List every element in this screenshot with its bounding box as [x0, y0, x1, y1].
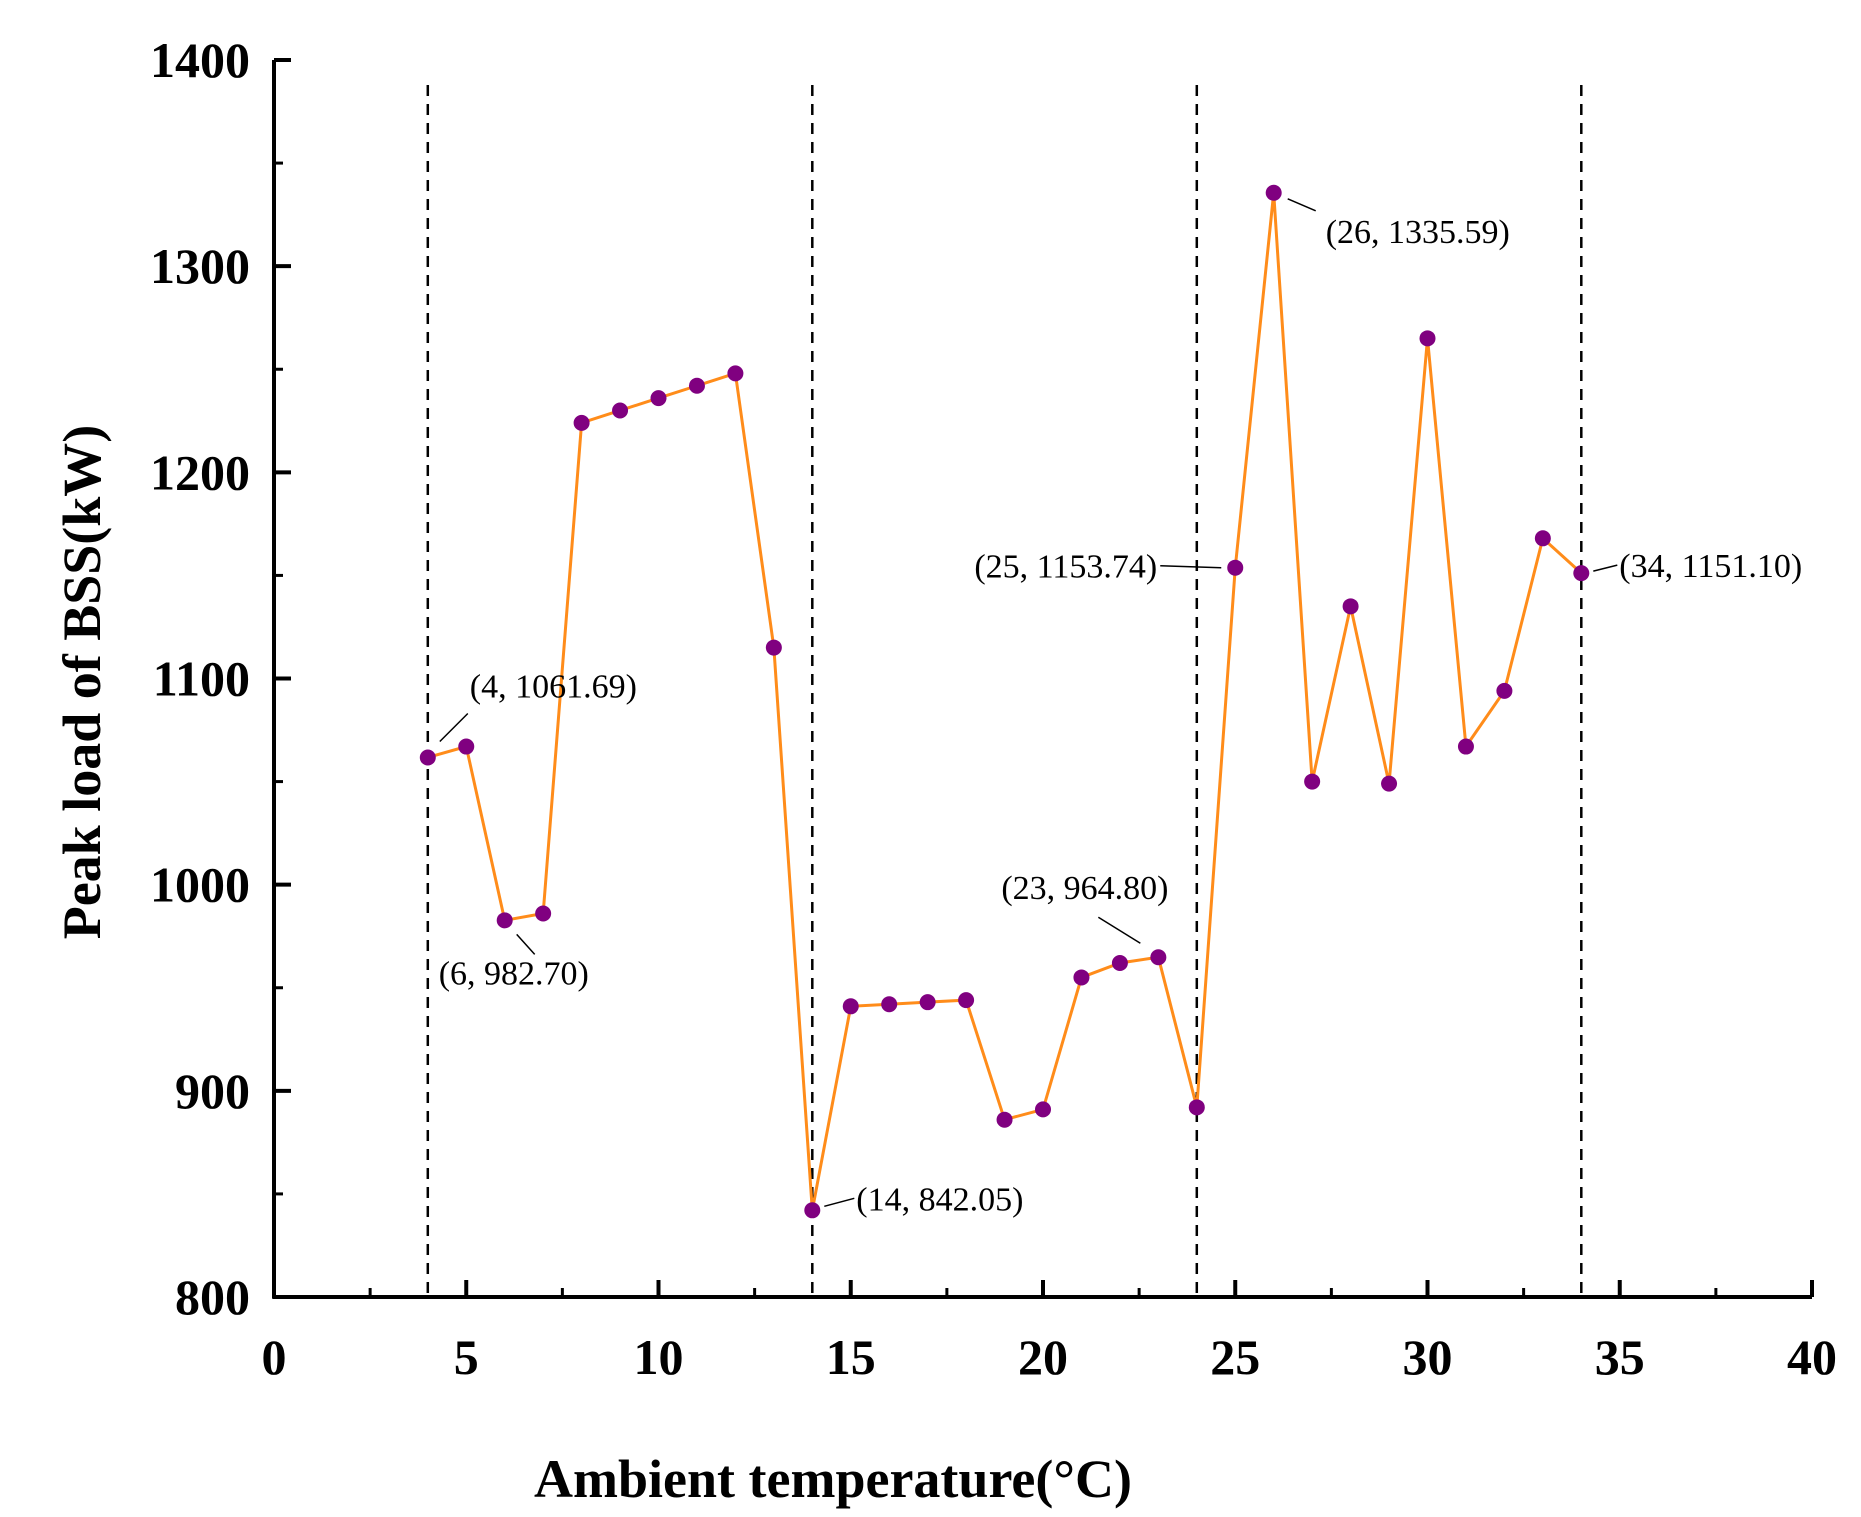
annotation-label: (34, 1151.10) — [1619, 548, 1802, 585]
data-point — [881, 996, 898, 1013]
annotation-leader-line — [1097, 916, 1141, 944]
annotation-leader-line — [516, 933, 536, 955]
data-point — [842, 998, 859, 1015]
annotation-label: (26, 1335.59) — [1326, 214, 1510, 251]
y-tick-label: 1400 — [150, 32, 250, 88]
data-point — [1035, 1101, 1051, 1118]
data-point — [1150, 949, 1167, 966]
y-axis-title: Peak load of BSS(kW) — [52, 425, 112, 940]
annotation-label: (6, 982.70) — [439, 955, 589, 992]
x-tick-label: 15 — [826, 1329, 876, 1385]
y-tick-label: 1300 — [150, 238, 250, 294]
data-point — [1265, 184, 1282, 201]
data-point — [1304, 773, 1321, 790]
data-point — [535, 905, 552, 922]
data-point — [804, 1202, 821, 1219]
data-point — [612, 402, 629, 419]
x-tick-label: 35 — [1595, 1329, 1645, 1385]
data-point — [1496, 682, 1513, 699]
data-point — [1457, 738, 1474, 755]
data-point — [1381, 775, 1398, 792]
data-point — [996, 1111, 1013, 1128]
x-tick-label: 20 — [1018, 1329, 1068, 1385]
annotation-label: (23, 964.80) — [1001, 870, 1168, 907]
y-tick-label: 1000 — [150, 857, 250, 913]
y-tick-label: 1100 — [153, 651, 250, 707]
annotation-leader-line — [1287, 198, 1316, 212]
annotations: (4, 1061.69) (6, 982.70) (14, 842.05) (23, … — [439, 198, 1802, 1218]
x-tick-label: 40 — [1787, 1329, 1837, 1385]
annotation-leader-line — [824, 1197, 855, 1208]
data-point — [1419, 330, 1436, 347]
annotation-label: (14, 842.05) — [856, 1181, 1023, 1218]
series-points — [419, 184, 1590, 1219]
annotation-leader-line — [1160, 564, 1222, 569]
data-point — [1188, 1099, 1205, 1116]
annotation-label: (4, 1061.69) — [470, 668, 637, 705]
data-point — [1342, 598, 1359, 615]
data-point — [1227, 559, 1244, 576]
data-point — [727, 365, 744, 382]
data-point — [958, 992, 975, 1009]
y-tick-label: 800 — [175, 1269, 250, 1325]
x-axis-title: Ambient temperature(°C) — [534, 1449, 1132, 1509]
data-point — [1073, 969, 1090, 986]
data-point — [419, 749, 436, 766]
data-point — [1534, 530, 1551, 547]
axes: 0 5 10 15 20 25 30 35 40 800 900 1000 1100 1200 1300 14… — [150, 32, 1837, 1385]
data-point — [573, 414, 590, 431]
x-tick-label: 30 — [1403, 1329, 1453, 1385]
data-point — [765, 639, 782, 656]
y-tick-label: 900 — [175, 1063, 250, 1119]
data-point — [650, 390, 667, 407]
data-point — [1573, 565, 1590, 582]
annotation-leader-line — [439, 712, 469, 743]
data-point — [496, 912, 513, 929]
x-tick-label: 0 — [262, 1329, 287, 1385]
data-point — [1111, 955, 1128, 972]
data-point — [688, 377, 705, 394]
annotation-leader-line — [1593, 564, 1618, 572]
data-point — [458, 738, 475, 755]
x-tick-label: 25 — [1210, 1329, 1260, 1385]
x-tick-label: 5 — [454, 1329, 479, 1385]
y-tick-label: 1200 — [150, 444, 250, 500]
x-tick-label: 10 — [634, 1329, 684, 1385]
data-point — [919, 994, 936, 1011]
annotation-label: (25, 1153.74) — [974, 549, 1157, 586]
